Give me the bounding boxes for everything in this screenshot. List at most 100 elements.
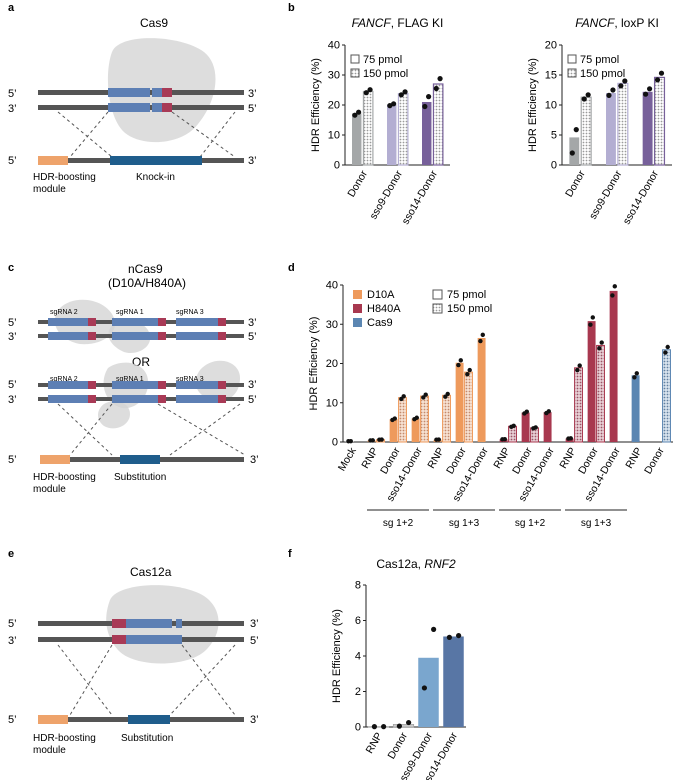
panel-e-title: Cas12a: [130, 565, 172, 579]
bar-150-pmol-sso14-Donor: [653, 76, 666, 166]
data-point: [524, 409, 529, 414]
y-tick-label: 15: [545, 70, 557, 82]
homology-arm: [152, 103, 162, 112]
bar-H840A-150: [596, 344, 605, 443]
legend-label-D10A: D10A: [367, 289, 395, 301]
pam-site: [88, 318, 96, 326]
y-tick-label: 4: [355, 651, 361, 663]
bar-D10A-75: [455, 362, 464, 442]
module-label-line1: HDR-boosting: [33, 172, 96, 183]
e-bot-5prime: 5’: [250, 635, 259, 647]
homology-arm: [176, 381, 218, 389]
bar-H840A-150: [508, 425, 517, 443]
module-label-line2: module: [33, 184, 66, 195]
e-bot-3prime: 3’: [8, 635, 17, 647]
chart-title-rest: , FLAG KI: [391, 16, 444, 30]
x-tick-label: Donor: [642, 445, 667, 476]
homology-arm: [48, 381, 88, 389]
chart-f-cas12a: Cas12a, RNF2 0 2 4 6 8 HDR Efficiency (%) RNP Do…: [331, 557, 466, 780]
data-point: [356, 109, 362, 115]
data-point: [606, 92, 612, 98]
panel-e: e Cas12a 5’ 3’ 3’ 5’ 5’ 3’ HDR-boosting …: [8, 548, 259, 756]
homology-dash: [171, 111, 236, 158]
data-point: [431, 626, 437, 632]
chart-b-flag-ki: FANCF, FLAG KI 0 10 20 30 40 HDR Efficiency (%…: [310, 16, 450, 227]
module-label-line1: HDR-boosting: [33, 472, 96, 483]
sgrna1-label: sgRNA 1: [116, 376, 144, 383]
homology-arm: [176, 332, 218, 340]
bar-D10A-75: [389, 419, 398, 442]
panel-c-title-1: nCas9: [128, 262, 163, 276]
y-tick-label: 10: [328, 130, 340, 142]
sgrna1-label: sgRNA 1: [116, 309, 144, 316]
chart-title-italic: RNF2: [424, 557, 456, 571]
pam-site: [158, 332, 166, 340]
pam-site: [162, 103, 172, 112]
group-label: sg 1+3: [581, 518, 612, 529]
x-tick-label: RNP: [557, 446, 578, 471]
homology-arm: [108, 103, 150, 112]
data-point: [599, 340, 604, 345]
data-point: [436, 437, 441, 442]
data-point: [511, 423, 516, 429]
y-tick-label: 20: [545, 40, 557, 52]
donor-3prime: 3’: [250, 714, 259, 726]
donor-3prime: 3’: [250, 454, 259, 466]
data-point: [367, 87, 373, 93]
y-tick-label: 40: [326, 280, 338, 292]
panel-c-title-2: (D10A/H840A): [108, 276, 186, 290]
hdr-boosting-module-block: [38, 156, 68, 165]
homology-arm: [48, 395, 88, 403]
data-point: [352, 112, 358, 118]
x-tick-label: Donor: [385, 730, 410, 761]
data-point: [392, 416, 397, 421]
y-axis-label: HDR Efficiency (%): [310, 58, 322, 152]
legend-swatch-150: [567, 68, 577, 78]
legend-swatch-75: [350, 54, 360, 64]
substitution-label: Substitution: [121, 733, 173, 744]
panel-d-letter: d: [288, 262, 295, 274]
homology-dash: [199, 111, 236, 158]
y-tick-label: 5: [551, 130, 557, 142]
data-point: [658, 70, 665, 76]
data-point: [401, 394, 406, 399]
bar-D10A-150: [420, 395, 429, 443]
data-point: [585, 92, 591, 98]
data-point: [569, 150, 575, 156]
chart-title: FANCF, FLAG KI: [352, 16, 444, 30]
bar-H840A-75: [543, 412, 552, 442]
homology-arm: [126, 619, 172, 628]
homology-dash: [181, 644, 236, 716]
bar-RNP: [367, 726, 390, 728]
bar-Donor: [392, 724, 415, 728]
pam-site: [162, 88, 172, 97]
legend-swatch-150: [432, 303, 443, 314]
e-top-5prime: 5’: [8, 618, 17, 630]
data-point: [568, 436, 573, 441]
data-point: [446, 634, 452, 640]
legend-swatch-150: [350, 68, 360, 78]
legend-label-75: 75 pmol: [580, 54, 619, 66]
x-tick-label: RNP: [425, 446, 446, 471]
bar-H840A-150: [574, 367, 583, 443]
bar-D10A-150: [464, 371, 473, 443]
y-axis-label: HDR Efficiency (%): [527, 58, 539, 152]
donor-5prime: 5’: [8, 454, 17, 466]
bar-150-pmol-Donor: [362, 90, 374, 166]
c-top-3prime-left: 3’: [8, 331, 17, 343]
sgrna2-label: sgRNA 2: [50, 309, 78, 316]
bar-75-pmol-Donor: [352, 113, 362, 165]
panel-b-letter: b: [288, 2, 295, 14]
panel-a: a Cas9 5’ 3’ 3’ 5’ 5’ 3’ HDR-boosting mo…: [8, 2, 257, 195]
substitution-block: [128, 715, 170, 724]
pam-site: [218, 381, 226, 389]
legend-label-Cas9: Cas9: [367, 317, 393, 329]
donor-5prime: 5’: [8, 155, 17, 167]
pam-site: [112, 635, 126, 644]
homology-dash: [57, 644, 113, 716]
data-point: [371, 724, 377, 730]
x-tick-label: sso9-Donor: [587, 168, 625, 221]
y-tick-label: 2: [355, 686, 361, 698]
data-point: [618, 83, 624, 89]
strand-top-5prime: 5’: [8, 88, 17, 100]
